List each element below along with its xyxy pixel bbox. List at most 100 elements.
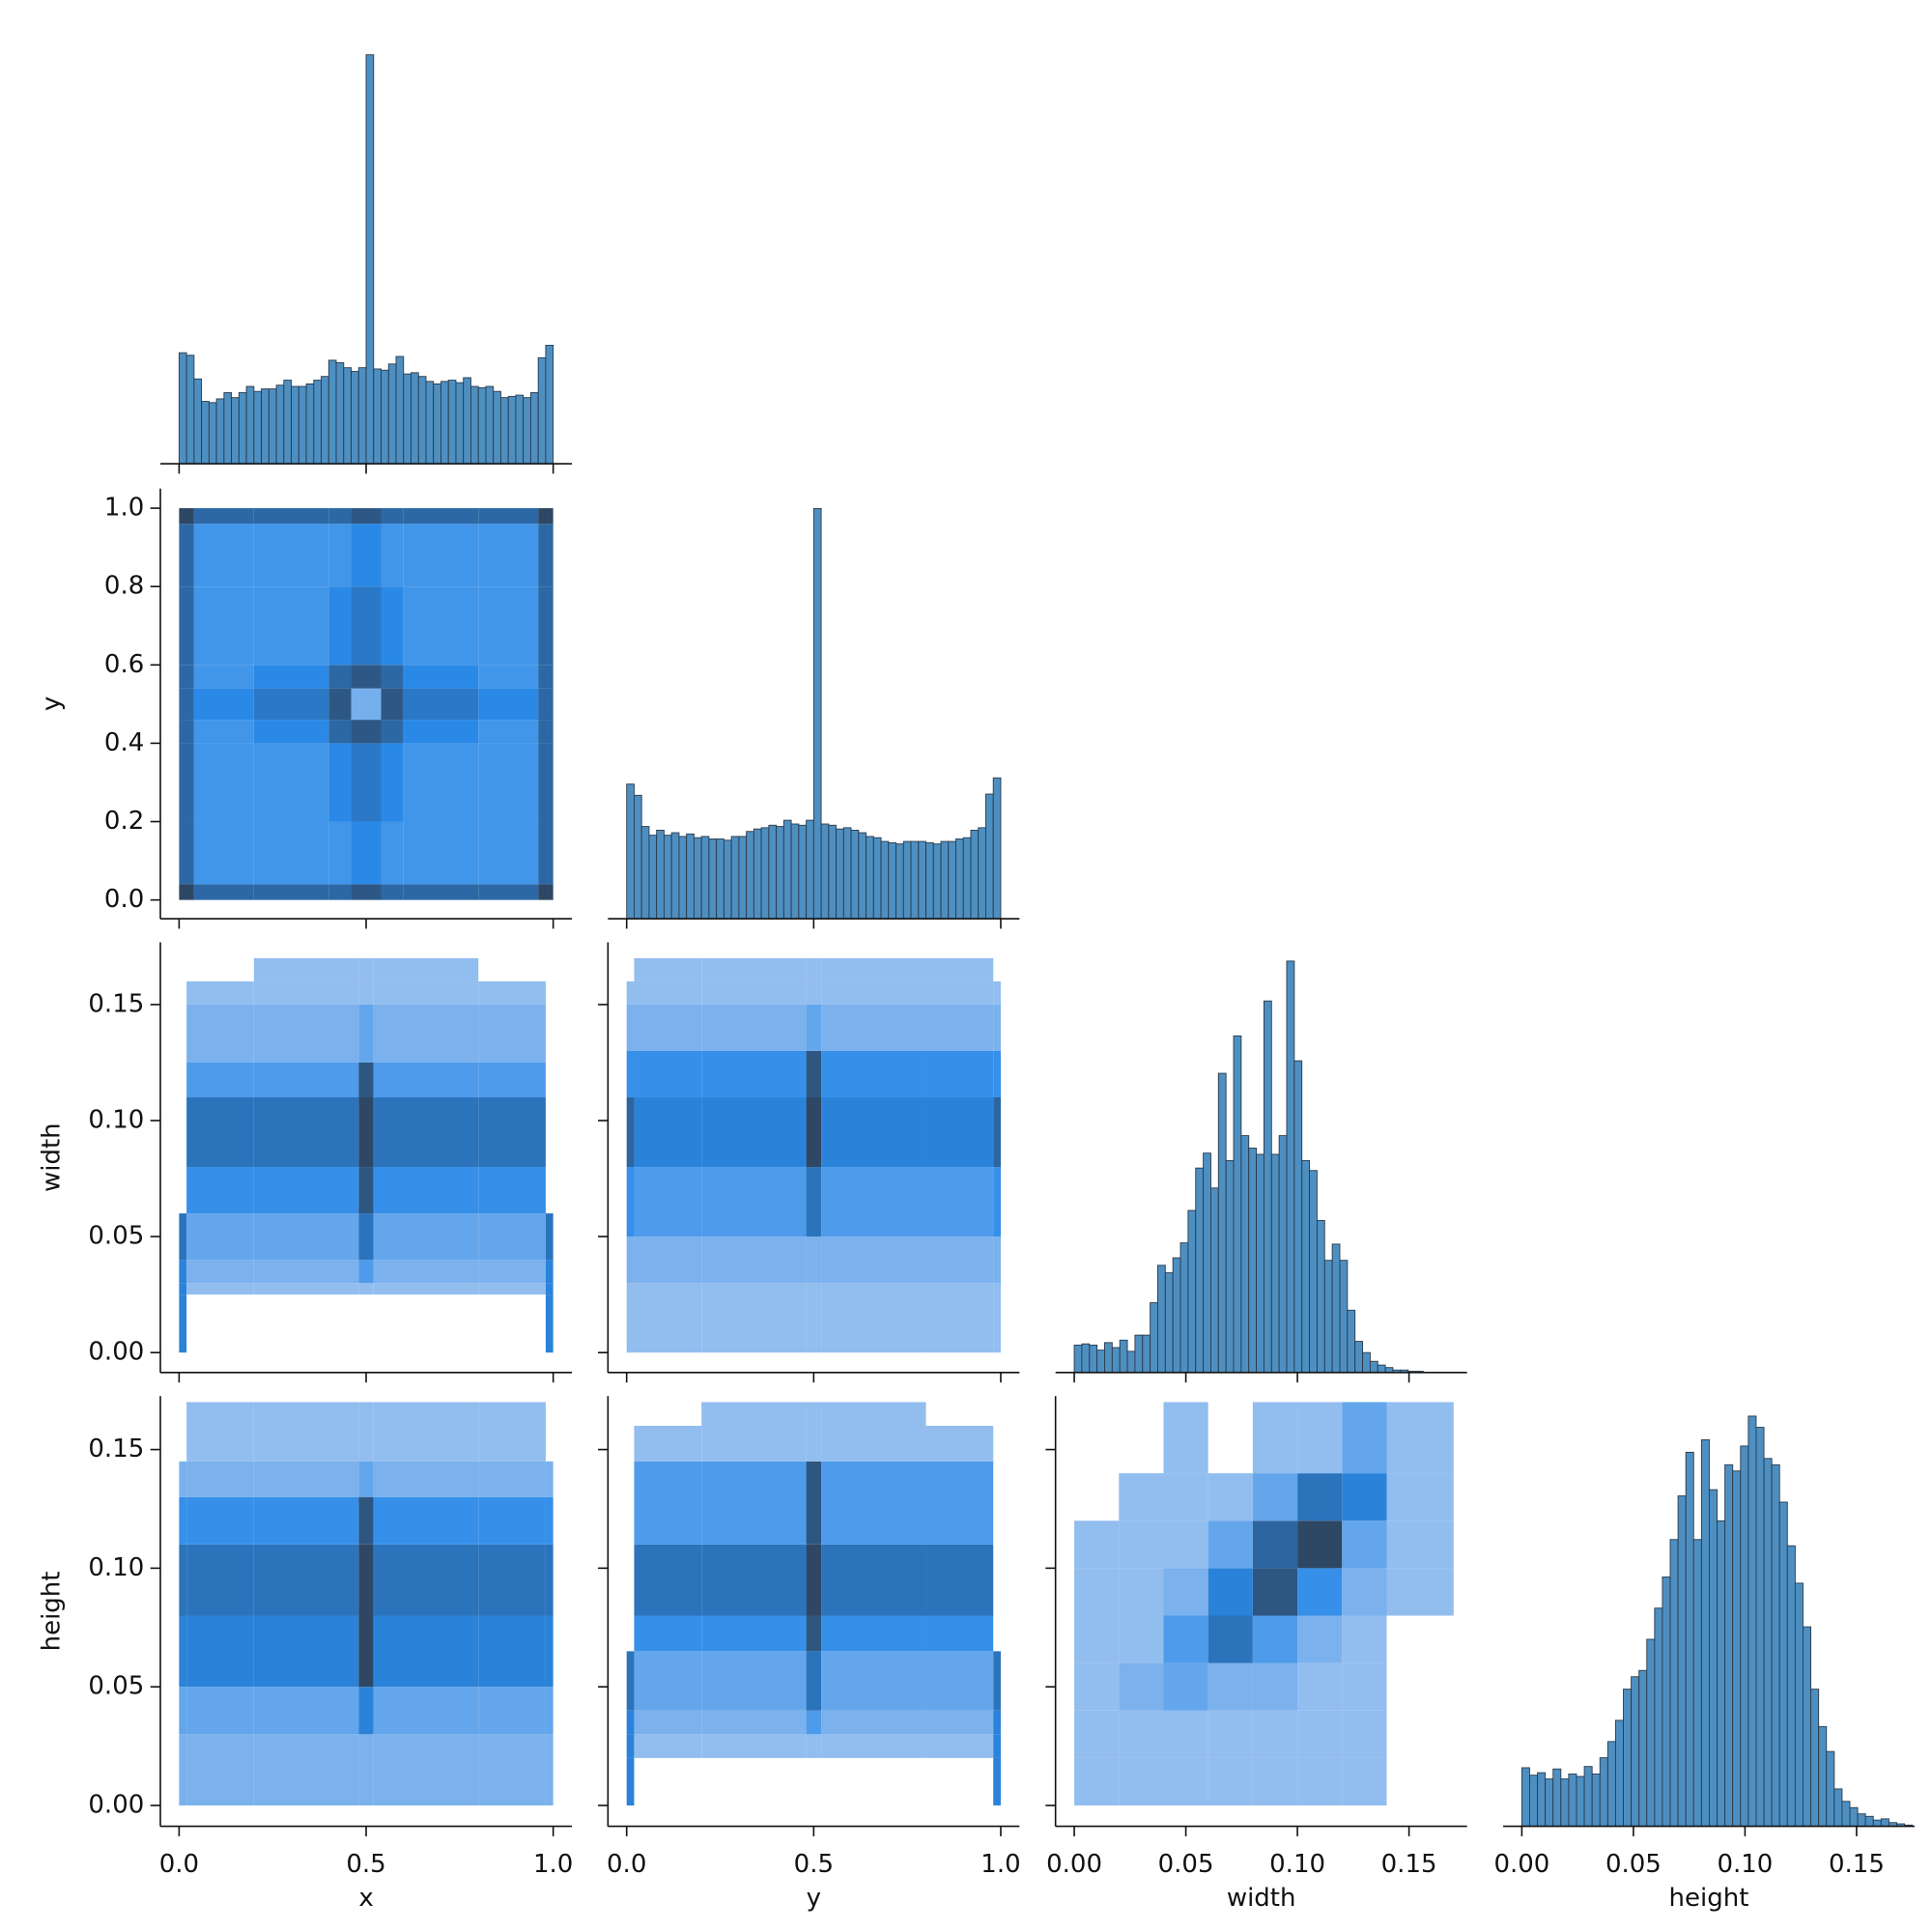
hist2d-cell (186, 1062, 254, 1097)
hist2d-cell (478, 665, 539, 689)
histogram-bar (723, 839, 732, 920)
hist2d-cell (626, 1283, 635, 1353)
x-tick-label: 0.05 (1605, 1850, 1662, 1879)
hist2d-cell (253, 957, 359, 981)
hist2d-cell (701, 1710, 807, 1735)
hist2d-cell (179, 1544, 187, 1616)
hist2d-cell (626, 1167, 635, 1237)
histogram-bar (1826, 1750, 1835, 1828)
hist2d-cell (1386, 1615, 1453, 1662)
histogram-bar (1157, 1264, 1166, 1374)
hist2d-cell (1386, 1711, 1453, 1758)
hist2d-cell (1163, 1757, 1208, 1805)
hist2d-cell (1208, 1520, 1253, 1569)
hist2d-cell (627, 958, 635, 981)
hist2d-cell (1119, 1662, 1164, 1711)
hist2d-cell (381, 688, 404, 721)
hist2d-cell (1074, 1402, 1119, 1473)
histogram-bar (1377, 1364, 1386, 1374)
hist2d-cell (538, 665, 554, 689)
hist2d-cell (373, 980, 479, 1005)
histogram-bar (455, 382, 465, 465)
hist2d-cell (179, 1283, 187, 1295)
histogram-bar (381, 369, 389, 465)
hist2d-cell (193, 743, 254, 822)
hist2d-cell (821, 1167, 926, 1237)
hist2d-cell (701, 1004, 807, 1051)
hist2d-cell (381, 524, 404, 587)
hist2d-cell (627, 1545, 635, 1616)
hist2d-cell (179, 1167, 186, 1213)
histogram-bar (1755, 1427, 1765, 1828)
histogram-bar (992, 777, 1002, 920)
histogram-bar (1614, 1719, 1624, 1828)
hist2d-cell (1386, 1402, 1454, 1474)
y-tick-label: 0.10 (88, 1553, 144, 1582)
histogram-bar (447, 380, 457, 465)
hist2d-cell (701, 1167, 807, 1237)
hist2d-cell (634, 1461, 702, 1545)
x-axis-label: height (1669, 1884, 1749, 1913)
histogram-bar (1864, 1815, 1874, 1828)
hist2d-cell (358, 1544, 374, 1616)
hist2d-cell (351, 524, 382, 587)
hist2d-cell (478, 1294, 546, 1352)
hist2d-cell (403, 884, 479, 900)
histogram-bar (812, 507, 822, 920)
hist2d-cell (253, 586, 329, 666)
hist2d-cell (186, 1544, 254, 1616)
hist2d-cell (993, 1167, 1001, 1237)
hist2d-cell (807, 1758, 821, 1805)
hist2d-cell (253, 1213, 359, 1261)
hist2d-cell (1119, 1615, 1164, 1663)
hist2d-cell (373, 1213, 479, 1261)
hist2d-cell (381, 821, 404, 885)
hist2d-cell (1252, 1615, 1298, 1663)
hist2d-cell (253, 1426, 359, 1462)
histogram-bar (1089, 1345, 1098, 1374)
hist2d-cell (478, 743, 539, 822)
hist2d-cell (925, 1167, 994, 1237)
hist2d-cell (993, 1426, 1001, 1462)
y-tick-label: 0.05 (88, 1672, 144, 1701)
hist2d-cell (179, 1496, 187, 1545)
hist2d-cell (358, 1402, 374, 1427)
histogram-bar (327, 359, 337, 465)
hist2d-cell (538, 524, 554, 587)
hist2d-cell (1342, 1757, 1387, 1805)
hist2d-cell (626, 1050, 635, 1097)
hist2d-cell (806, 1544, 822, 1616)
histogram-bar (1568, 1773, 1577, 1828)
hist2d-cell (1163, 1520, 1208, 1569)
hist2d-cell (821, 1402, 926, 1427)
hist2d-cell (328, 720, 352, 744)
hist2d-cell (478, 884, 539, 900)
hist2d-cell (381, 508, 404, 525)
x-tick-label: 0.00 (1493, 1850, 1549, 1879)
hist2d-cell (1074, 1520, 1120, 1569)
hist2d-cell (179, 688, 194, 721)
hist2d-cell (993, 1710, 1001, 1735)
histogram-bar (1111, 1347, 1121, 1374)
histogram-bar (1786, 1545, 1796, 1828)
histogram-bar (305, 383, 315, 465)
hist2d-cell (634, 1050, 702, 1097)
histogram-bar (493, 390, 501, 465)
hist2d-cell (701, 1096, 807, 1168)
hist2d-cell (993, 1096, 1001, 1168)
histogram-bar (1662, 1577, 1671, 1828)
hist2d-cell (545, 1294, 554, 1353)
hist2d-cell (186, 1426, 254, 1462)
hist2d-cell (358, 1496, 374, 1545)
hist2d-cell (186, 1496, 254, 1545)
hist2d-cell (478, 1096, 546, 1168)
hist2d-cell (634, 1096, 702, 1168)
hist2d-cell (253, 1283, 359, 1295)
histogram-bar (529, 392, 539, 465)
histogram-bar (1803, 1626, 1812, 1828)
histogram-bar (820, 823, 830, 920)
hist2d-cell (545, 1213, 554, 1261)
hist2d-cell (1342, 1402, 1387, 1474)
hist2d-cell (381, 665, 404, 689)
